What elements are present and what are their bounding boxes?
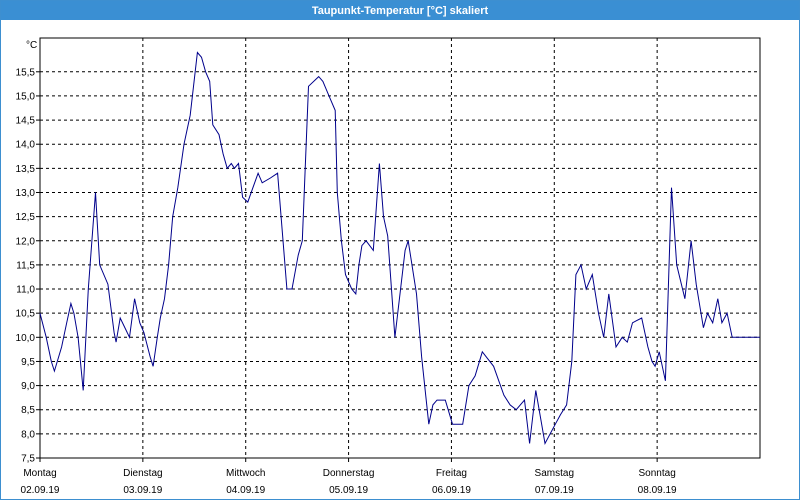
y-tick-label: 11,0 [16, 285, 35, 296]
y-tick-label: 15,5 [16, 67, 36, 78]
y-tick-label: 14,5 [16, 116, 36, 127]
y-tick-label: 11,5 [16, 260, 35, 271]
x-tick-label-date: 06.09.19 [432, 485, 471, 496]
y-tick-label: 12,0 [16, 236, 36, 247]
y-tick-label: 13,5 [16, 164, 36, 175]
x-tick-label-day: Mittwoch [226, 468, 265, 479]
y-tick-label: 8,5 [21, 405, 35, 416]
x-tick-label-day: Freitag [436, 468, 467, 479]
x-tick-label-date: 08.09.19 [638, 485, 677, 496]
x-tick-label-date: 04.09.19 [226, 485, 265, 496]
x-tick-label-date: 05.09.19 [329, 485, 368, 496]
y-tick-label: 10,5 [16, 309, 36, 320]
y-tick-label: 10,0 [16, 333, 36, 344]
y-tick-label: 14,0 [16, 140, 36, 151]
y-tick-label: 8,0 [21, 429, 35, 440]
window-title: Taupunkt-Temperatur [°C] skaliert [1, 1, 799, 20]
x-tick-label-date: 02.09.19 [21, 485, 60, 496]
x-axis: Montag 02.09.19 Dienstag 03.09.19 Mittwoch 04… [21, 458, 677, 496]
x-tick-label-day: Dienstag [123, 468, 162, 479]
y-tick-label: 9,0 [21, 381, 35, 392]
x-tick-label-day: Donnerstag [323, 468, 375, 479]
x-tick-label-day: Samstag [535, 468, 574, 479]
y-tick-label: 13,0 [16, 188, 36, 199]
dewpoint-series-line [39, 51, 760, 446]
y-tick-label: 7,5 [21, 454, 35, 465]
plot-area [39, 37, 761, 459]
y-tick-label: 9,5 [21, 357, 35, 368]
grid-lines [40, 38, 760, 459]
y-tick-label: 15,0 [16, 91, 36, 102]
x-tick-label-date: 03.09.19 [123, 485, 162, 496]
y-axis: °C 7,5 8,0 8,5 9,0 9,5 10,0 10,5 11,0 11,5 12,0 12… [16, 40, 40, 465]
x-tick-label-date: 07.09.19 [535, 485, 574, 496]
y-tick-label: 12,5 [16, 212, 36, 223]
y-axis-unit: °C [26, 40, 37, 51]
x-tick-label-day: Sonntag [639, 468, 676, 479]
x-tick-label-day: Montag [23, 468, 56, 479]
